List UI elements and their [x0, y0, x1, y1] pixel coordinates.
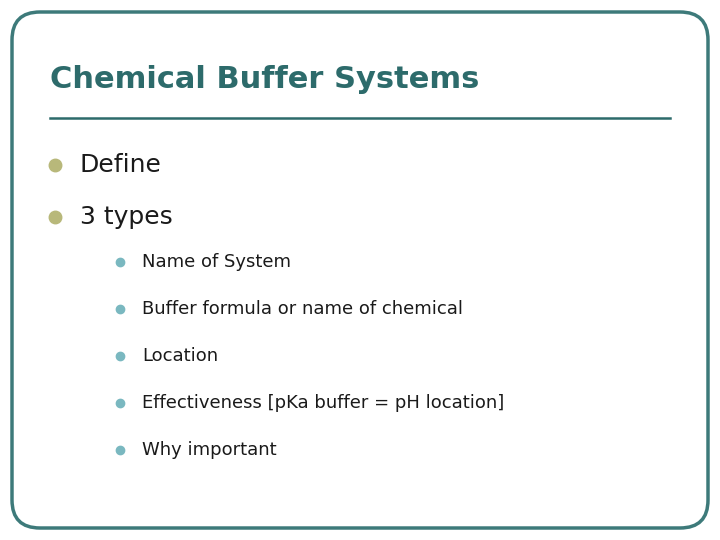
Text: Name of System: Name of System [142, 253, 291, 271]
Text: Why important: Why important [142, 441, 276, 459]
Text: Buffer formula or name of chemical: Buffer formula or name of chemical [142, 300, 463, 318]
FancyBboxPatch shape [12, 12, 708, 528]
Text: Location: Location [142, 347, 218, 365]
Text: Effectiveness [pKa buffer = pH location]: Effectiveness [pKa buffer = pH location] [142, 394, 504, 412]
Text: 3 types: 3 types [80, 205, 173, 229]
Text: Define: Define [80, 153, 162, 177]
Text: Chemical Buffer Systems: Chemical Buffer Systems [50, 65, 480, 94]
